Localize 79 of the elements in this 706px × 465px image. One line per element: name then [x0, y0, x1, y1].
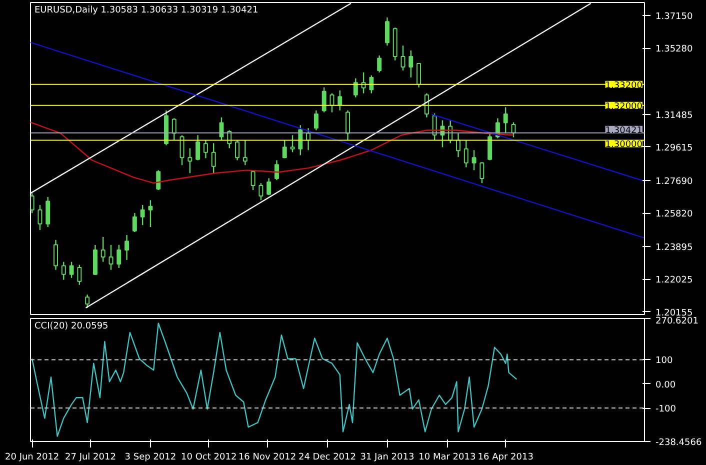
ref-line-label: 1.30421: [605, 126, 642, 136]
candlestick: [203, 140, 208, 159]
chart-title: EURUSD,Daily 1.30583 1.30633 1.30319 1.30421: [34, 6, 258, 16]
candlestick: [54, 239, 58, 270]
candlestick: [108, 244, 114, 270]
candlestick: [100, 236, 106, 262]
candlestick: [353, 78, 358, 98]
candlestick: [377, 54, 382, 73]
y-tick-label: 1.31485: [656, 110, 693, 121]
candlestick: [330, 92, 334, 113]
candlestick: [298, 124, 303, 156]
candlestick: [69, 261, 74, 278]
candlestick: [140, 204, 145, 226]
candlestick: [322, 86, 326, 113]
x-tick-label: 3 Sep 2012: [124, 452, 176, 462]
candlestick: [211, 142, 216, 174]
x-tick-label: 24 Dec 2012: [298, 452, 356, 462]
candlestick: [266, 178, 272, 196]
y-tick-label: -238.4566: [656, 438, 702, 448]
x-tick-label: 20 Jun 2012: [5, 452, 60, 462]
candlestick: [408, 50, 414, 78]
candlestick: [456, 132, 460, 158]
x-tick-label: 10 Mar 2013: [418, 452, 476, 462]
y-tick-label: 100: [656, 356, 673, 366]
candlestick: [77, 264, 82, 286]
candlestick: [361, 72, 366, 94]
candlestick: [38, 204, 42, 231]
candlestick: [172, 118, 176, 141]
y-tick-label: 1.27690: [656, 176, 693, 187]
candlestick: [314, 110, 318, 131]
line-series: [31, 322, 518, 437]
x-tick-label: 27 Jul 2012: [65, 452, 116, 462]
candlestick: [235, 140, 240, 161]
candlestick: [346, 110, 350, 141]
candlestick: [274, 160, 279, 181]
candlestick: [180, 134, 184, 166]
chart-title: CCI(20) 20.0595: [34, 322, 108, 332]
candlestick: [30, 192, 34, 214]
y-tick-label: 1.25820: [656, 210, 693, 220]
y-tick-label: 270.6201: [656, 316, 698, 326]
ref-line-label: 1.30000: [605, 140, 643, 150]
y-tick-label: 1.35280: [656, 44, 693, 55]
candlestick: [369, 74, 374, 94]
candlestick: [148, 200, 153, 228]
candlestick: [61, 261, 66, 280]
candlestick: [338, 90, 342, 111]
candlestick: [85, 294, 90, 308]
candlestick: [290, 134, 295, 153]
candlestick: [416, 62, 422, 88]
candlestick: [503, 106, 508, 134]
candlestick: [488, 132, 492, 161]
candlestick: [250, 170, 256, 191]
x-tick-label: 16 Nov 2012: [238, 452, 296, 462]
y-tick-label: 1.22025: [656, 276, 693, 286]
candlestick: [196, 134, 200, 161]
candlestick: [188, 148, 192, 174]
candlestick: [480, 162, 484, 184]
candlestick: [132, 212, 137, 233]
y-tick-label: -100: [656, 404, 676, 415]
x-tick-label: 10 Oct 2012: [181, 452, 237, 462]
candlestick: [258, 182, 264, 201]
candlestick: [384, 16, 390, 46]
candlestick: [464, 140, 468, 168]
candlestick: [242, 140, 248, 166]
candlestick: [282, 140, 287, 159]
y-tick-label: 1.29615: [656, 143, 693, 154]
y-tick-label: 0.00: [656, 380, 676, 390]
candlestick: [472, 150, 476, 171]
candlestick: [124, 234, 130, 261]
ref-line-label: 1.32000: [605, 102, 643, 112]
ref-line-label: 1.33200: [605, 80, 643, 91]
candlestick: [46, 196, 50, 228]
x-tick-label: 31 Jan 2013: [360, 452, 414, 462]
candlestick: [116, 244, 122, 269]
y-tick-label: 1.23895: [656, 243, 693, 254]
x-tick-label: 16 Apr 2013: [478, 452, 534, 462]
y-tick-label: 1.37150: [656, 12, 693, 22]
candlestick: [400, 44, 406, 72]
line-series: [30, 122, 514, 184]
